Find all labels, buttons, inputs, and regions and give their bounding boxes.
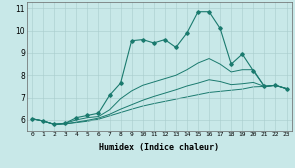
X-axis label: Humidex (Indice chaleur): Humidex (Indice chaleur)	[99, 143, 219, 152]
